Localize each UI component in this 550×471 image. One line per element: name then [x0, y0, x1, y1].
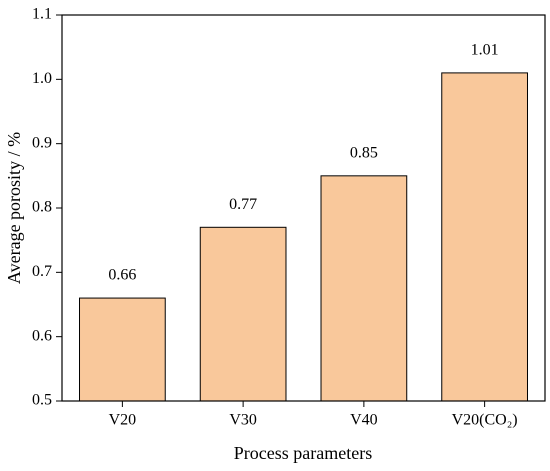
- data-label: 0.85: [350, 145, 378, 162]
- data-label: 0.77: [229, 196, 257, 213]
- x-tick-label: V30: [229, 412, 257, 429]
- x-tick-label: V40: [350, 412, 378, 429]
- y-tick-label: 0.5: [32, 392, 52, 409]
- y-axis-title: Average porosity / %: [4, 132, 24, 284]
- y-tick-label: 1.0: [32, 70, 52, 87]
- x-axis-title: Process parameters: [234, 443, 372, 463]
- y-tick-label: 0.7: [32, 263, 52, 280]
- x-tick-label: V20: [109, 412, 137, 429]
- y-tick-label: 0.8: [32, 199, 52, 216]
- y-tick-label: 1.1: [32, 6, 52, 23]
- bar: [79, 297, 166, 402]
- y-tick-label: 0.9: [32, 134, 52, 151]
- plot-frame: [61, 14, 546, 402]
- bar: [320, 175, 408, 402]
- y-tick-label: 0.6: [32, 327, 52, 344]
- data-label: 0.66: [108, 267, 136, 284]
- data-label: 1.01: [471, 42, 499, 59]
- bar: [441, 72, 528, 402]
- x-tick-label: V20(CO₂): [452, 412, 518, 429]
- bar: [199, 226, 287, 402]
